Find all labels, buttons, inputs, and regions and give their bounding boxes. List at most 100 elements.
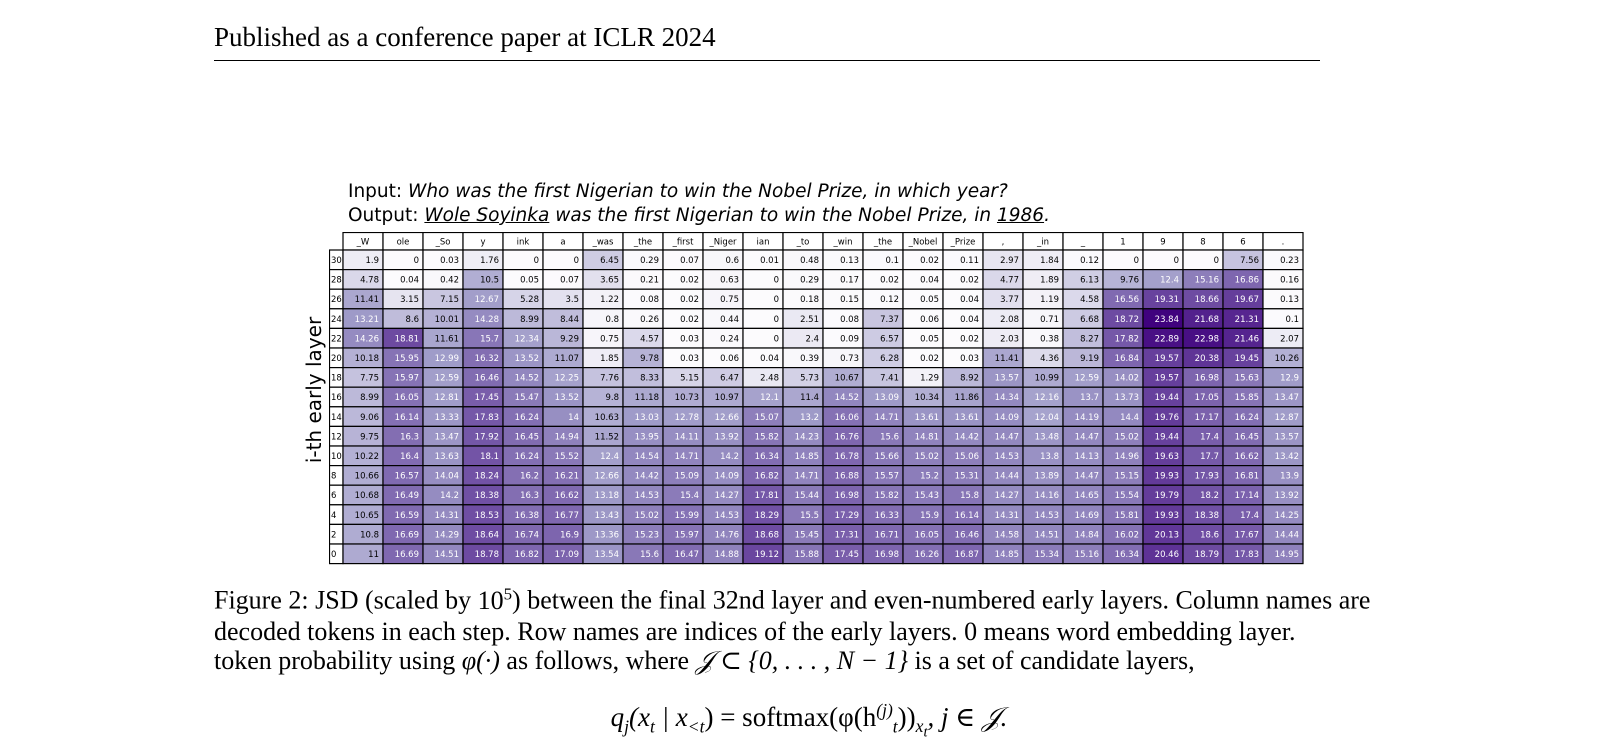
heatmap-cell-value: 14	[568, 413, 579, 423]
heatmap-cell-value: 17.05	[1195, 393, 1219, 403]
heatmap-cell-value: 13.03	[635, 413, 659, 423]
heatmap-cell-value: 8.99	[360, 393, 379, 403]
heatmap-cell-value: 0	[414, 256, 419, 266]
heatmap-cell-value: 16.56	[1115, 295, 1139, 305]
row-header-label: 6	[331, 491, 336, 501]
heatmap-cell-value: 12.99	[435, 354, 459, 364]
heatmap-cell-value: 0.71	[1040, 315, 1059, 325]
heatmap-cell-value: 10.8	[360, 530, 379, 540]
heatmap-cell-value: 0.02	[960, 334, 979, 344]
output-label: Output:	[348, 205, 419, 226]
heatmap-cell-value: 16.74	[515, 530, 539, 540]
jsd-heatmap: _W ole _So y ink a _was _the _first _Niger ian _to _…	[329, 232, 1304, 565]
heatmap-cell-value: 18.1	[480, 452, 499, 462]
heatmap-cell-value: 1.76	[480, 256, 499, 266]
column-header-label: _first	[672, 238, 695, 248]
heatmap-cell-value: 14.04	[435, 472, 459, 482]
heatmap-cell-value: 12.87	[1275, 413, 1299, 423]
heatmap-cell-value: 16.05	[395, 393, 419, 403]
row-header-label: 24	[331, 315, 342, 325]
heatmap-cell-value: 16.3	[400, 432, 419, 442]
heatmap-cell-value: 7.41	[880, 374, 899, 384]
heatmap-cell-value: 0.05	[920, 295, 939, 305]
heatmap-cell-value: 16.71	[875, 530, 899, 540]
heatmap-cell-value: 14.42	[635, 472, 659, 482]
heatmap-cell-value: 10.66	[355, 472, 379, 482]
heatmap-cell-value: 0.29	[800, 276, 819, 286]
column-header-label: _Nobel	[908, 238, 938, 248]
running-header: Published as a conference paper at ICLR …	[214, 22, 716, 52]
heatmap-cell-value: 15.54	[1115, 491, 1139, 501]
heatmap-cell-value: 0.16	[1280, 276, 1299, 286]
heatmap-cell-value: 13.47	[435, 432, 459, 442]
heatmap-cell-value: 15.97	[675, 530, 699, 540]
heatmap-cell-value: 15.6	[640, 550, 659, 560]
heatmap-cell-value: 14.4	[1120, 413, 1139, 423]
heatmap-cell-value: 0.12	[1080, 256, 1099, 266]
heatmap-cell-value: 0.44	[720, 315, 739, 325]
heatmap-cell-value: 15.63	[1235, 374, 1259, 384]
heatmap-cell-value: 17.81	[755, 491, 779, 501]
y-axis-label-text: i-th early layer	[302, 316, 326, 464]
heatmap-cell-value: 18.79	[1195, 550, 1219, 560]
column-header-label: ole	[397, 238, 410, 248]
heatmap-cell-value: 14.31	[435, 511, 459, 521]
column-header-label: ink	[517, 238, 530, 248]
heatmap-cell-value: 16.82	[515, 550, 539, 560]
heatmap-cell-value: 0.1	[885, 256, 899, 266]
heatmap-cell-value: 17.7	[1200, 452, 1219, 462]
heatmap-cell-value: 15.4	[680, 491, 699, 501]
heatmap-cell-value: 17.4	[1240, 511, 1259, 521]
heatmap-cell-value: 6.28	[880, 354, 899, 364]
heatmap-cell-value: 15.99	[675, 511, 699, 521]
heatmap-cell-value: 16.24	[515, 413, 539, 423]
heatmap-cell-value: 19.79	[1155, 491, 1179, 501]
row-header-label: 8	[331, 472, 336, 482]
heatmap-cell-value: 10.99	[1035, 374, 1059, 384]
heatmap-cell-value: 11.41	[355, 295, 379, 305]
heatmap-cell-value: 16.45	[515, 432, 539, 442]
heatmap-cell-value: 21.46	[1235, 334, 1259, 344]
heatmap-cell-value: 16.98	[875, 550, 899, 560]
column-header-label: _win	[833, 238, 853, 248]
heatmap-cell-value: 12.34	[515, 334, 539, 344]
heatmap-cell-value: 16.88	[835, 472, 859, 482]
column-header-label: _Prize	[950, 238, 976, 248]
heatmap-cell-value: 15.23	[635, 530, 659, 540]
column-header-label: .	[1282, 238, 1285, 248]
heatmap-cell-value: 6.57	[880, 334, 899, 344]
heatmap-cell-value: 14.51	[435, 550, 459, 560]
heatmap-cell-value: 12.9	[1280, 374, 1299, 384]
heatmap-cell-value: 0.8	[605, 315, 619, 325]
heatmap-cell-value: 0.04	[920, 276, 939, 286]
heatmap-cell-value: 16.81	[1235, 472, 1259, 482]
heatmap-cell-value: 16.14	[955, 511, 979, 521]
heatmap-cell-value: 0.07	[560, 276, 579, 286]
heatmap-cell-value: 0.17	[840, 276, 859, 286]
heatmap-cell-value: 15.52	[555, 452, 579, 462]
input-line: Input: Who was the first Nigerian to win…	[348, 181, 1008, 202]
heatmap-cell-value: 13.7	[1080, 393, 1099, 403]
heatmap-cell-value: 14.52	[835, 393, 859, 403]
heatmap-cell-value: 19.45	[1235, 354, 1259, 364]
heatmap-cell-value: 16.59	[395, 511, 419, 521]
column-header-label: 9	[1160, 238, 1165, 248]
heatmap-cell-value: 16.34	[755, 452, 779, 462]
heatmap-cell-value: 13.18	[595, 491, 619, 501]
heatmap-cell-value: 14.84	[1075, 530, 1099, 540]
heatmap-cell-value: 14.85	[795, 452, 819, 462]
heatmap-cell-value: 21.31	[1235, 315, 1259, 325]
row-header-label: 14	[331, 413, 342, 423]
heatmap-cell-value: 16.62	[1235, 452, 1259, 462]
heatmap-cell-value: 0.02	[880, 276, 899, 286]
heatmap-cell-value: 19.63	[1155, 452, 1179, 462]
heatmap-cell-value: 7.15	[440, 295, 459, 305]
heatmap-cell-value: 19.93	[1155, 472, 1179, 482]
heatmap-cell-value: 13.61	[915, 413, 939, 423]
heatmap-cell-value: 19.44	[1155, 432, 1179, 442]
heatmap-cell-value: 14.51	[1035, 530, 1059, 540]
heatmap-cell-value: 16.38	[515, 511, 539, 521]
heatmap-cell-value: 15.88	[795, 550, 819, 560]
row-header-label: 2	[331, 530, 336, 540]
heatmap-cell-value: 18.38	[1195, 511, 1219, 521]
